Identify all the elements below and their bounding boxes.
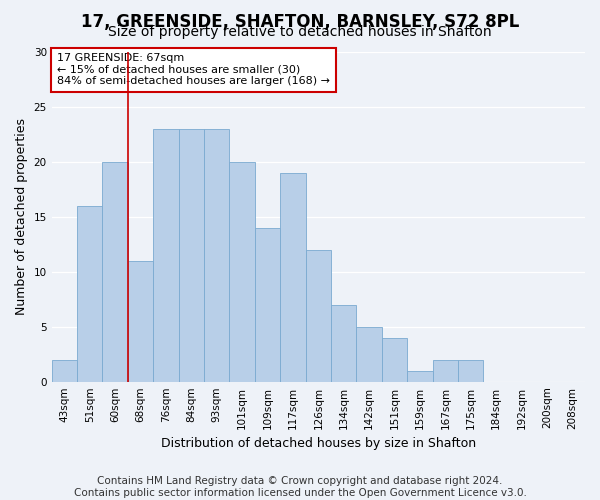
Bar bbox=[433, 360, 458, 382]
Text: Contains HM Land Registry data © Crown copyright and database right 2024.
Contai: Contains HM Land Registry data © Crown c… bbox=[74, 476, 526, 498]
Bar bbox=[356, 326, 382, 382]
Bar bbox=[103, 162, 128, 382]
Bar bbox=[204, 128, 229, 382]
Bar bbox=[77, 206, 103, 382]
Bar bbox=[128, 260, 153, 382]
Bar bbox=[153, 128, 179, 382]
Bar bbox=[229, 162, 255, 382]
Y-axis label: Number of detached properties: Number of detached properties bbox=[15, 118, 28, 315]
Bar bbox=[280, 172, 305, 382]
Text: Size of property relative to detached houses in Shafton: Size of property relative to detached ho… bbox=[108, 25, 492, 39]
Bar bbox=[52, 360, 77, 382]
X-axis label: Distribution of detached houses by size in Shafton: Distribution of detached houses by size … bbox=[161, 437, 476, 450]
Bar bbox=[179, 128, 204, 382]
Bar bbox=[331, 304, 356, 382]
Bar bbox=[407, 370, 433, 382]
Bar bbox=[255, 228, 280, 382]
Bar bbox=[458, 360, 484, 382]
Bar bbox=[382, 338, 407, 382]
Text: 17 GREENSIDE: 67sqm
← 15% of detached houses are smaller (30)
84% of semi-detach: 17 GREENSIDE: 67sqm ← 15% of detached ho… bbox=[57, 53, 330, 86]
Text: 17, GREENSIDE, SHAFTON, BARNSLEY, S72 8PL: 17, GREENSIDE, SHAFTON, BARNSLEY, S72 8P… bbox=[81, 12, 519, 30]
Bar bbox=[305, 250, 331, 382]
